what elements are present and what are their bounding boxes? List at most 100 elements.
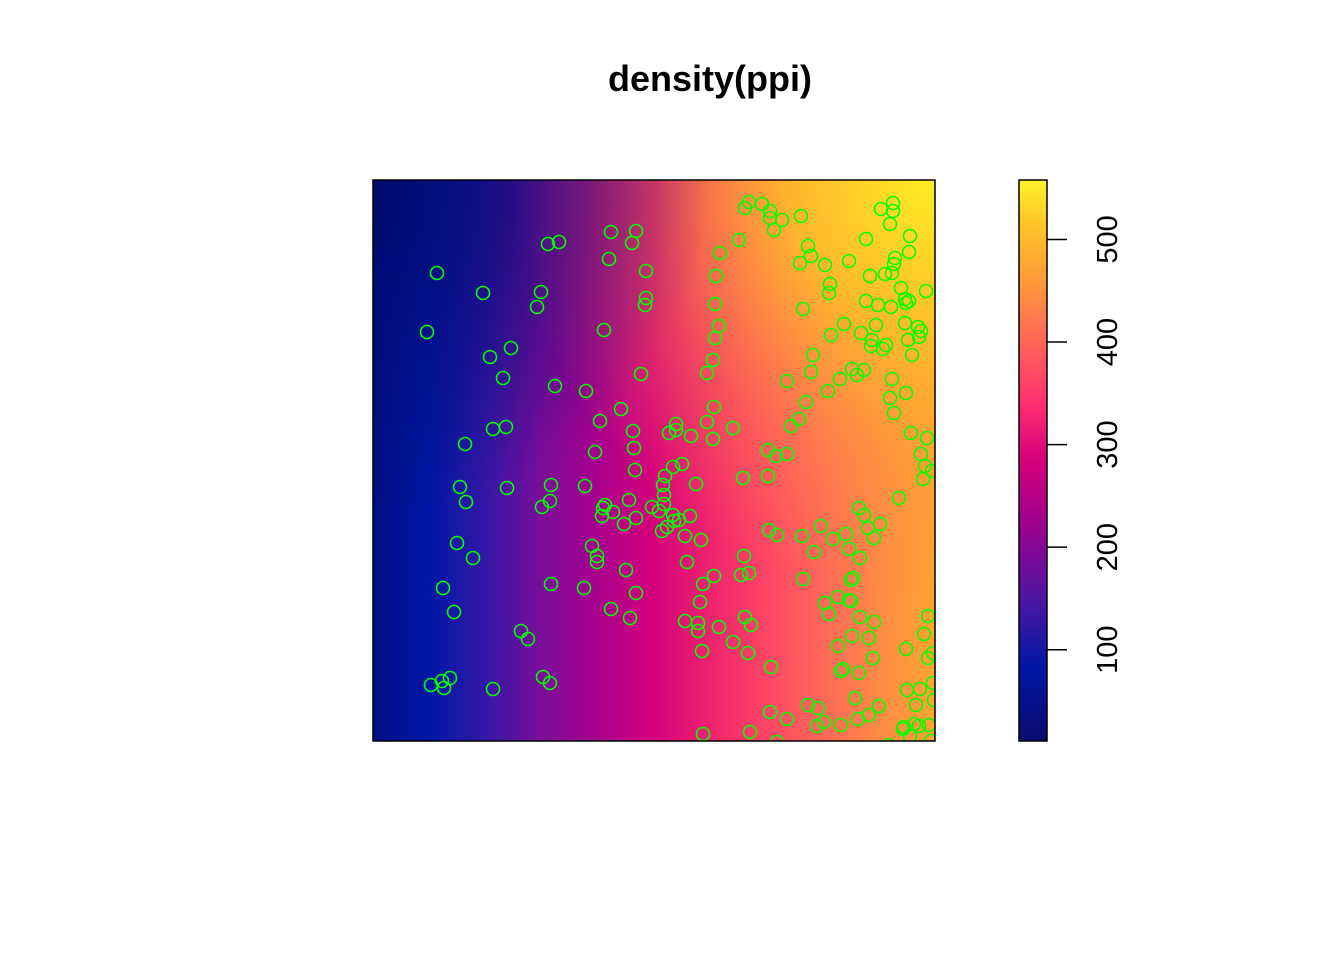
data-point <box>533 284 549 300</box>
data-point <box>622 610 638 626</box>
data-point <box>603 601 619 617</box>
data-point <box>883 299 899 315</box>
data-point <box>485 681 501 697</box>
data-point <box>862 268 878 284</box>
data-point <box>761 522 777 538</box>
data-point <box>803 364 819 380</box>
data-point <box>800 697 816 713</box>
data-point <box>813 518 829 534</box>
data-point <box>809 718 825 734</box>
data-point <box>578 383 594 399</box>
data-point <box>540 236 556 252</box>
data-point <box>830 589 846 605</box>
data-point <box>543 477 559 493</box>
data-point <box>793 208 809 224</box>
data-point <box>683 428 699 444</box>
data-point <box>832 371 848 387</box>
data-point <box>847 690 863 706</box>
data-point <box>576 580 592 596</box>
data-point <box>884 265 900 281</box>
data-point <box>618 562 634 578</box>
data-point <box>435 580 451 596</box>
data-point <box>520 631 536 647</box>
data-point <box>668 416 684 432</box>
data-point <box>763 659 779 675</box>
data-point <box>449 535 465 551</box>
data-point <box>628 510 644 526</box>
data-point <box>637 297 653 313</box>
data-point <box>633 366 649 382</box>
data-point <box>830 638 846 654</box>
data-point <box>864 332 880 348</box>
colorbar-tick-label: 200 <box>1092 523 1124 571</box>
data-point <box>794 528 810 544</box>
data-point <box>452 479 468 495</box>
data-point <box>825 531 841 547</box>
data-point <box>654 523 670 539</box>
data-point <box>798 394 814 410</box>
data-point <box>465 550 481 566</box>
data-point <box>821 606 837 622</box>
data-point <box>886 256 902 272</box>
data-point <box>551 234 567 250</box>
data-point <box>800 238 816 254</box>
colorbar: 100 200 300 400 500 <box>1018 179 1124 742</box>
data-point <box>919 430 935 446</box>
data-point <box>841 253 857 269</box>
colorbar-gradient <box>1018 179 1048 742</box>
data-point <box>656 487 672 503</box>
data-point <box>921 717 935 733</box>
data-point <box>844 628 860 644</box>
data-point <box>822 276 838 292</box>
data-point <box>795 301 811 317</box>
data-point <box>853 325 869 341</box>
data-point <box>926 692 935 708</box>
data-point <box>655 477 671 493</box>
data-point <box>924 463 935 479</box>
data-point <box>852 550 868 566</box>
data-point <box>908 697 924 713</box>
data-point <box>885 203 901 219</box>
data-point <box>897 315 913 331</box>
data-point <box>762 704 778 720</box>
data-point <box>779 446 795 462</box>
data-point <box>903 425 919 441</box>
data-point <box>898 385 914 401</box>
data-point <box>694 643 710 659</box>
data-point <box>900 332 916 348</box>
data-point <box>725 634 741 650</box>
heatmap-surface <box>373 180 935 741</box>
data-point <box>878 337 894 353</box>
data-point <box>475 285 491 301</box>
data-point <box>769 734 785 741</box>
data-point <box>833 663 849 679</box>
data-point <box>852 609 868 625</box>
data-point <box>740 645 756 661</box>
data-point <box>911 329 927 345</box>
data-point <box>838 526 854 542</box>
data-point <box>737 609 753 625</box>
data-point <box>913 323 929 339</box>
data-point <box>871 698 887 714</box>
data-point <box>498 419 514 435</box>
data-point <box>863 338 879 354</box>
data-point <box>806 544 822 560</box>
data-point <box>692 594 708 610</box>
data-point <box>805 347 821 363</box>
data-point <box>499 480 515 496</box>
data-point <box>616 516 632 532</box>
data-point <box>916 626 932 642</box>
data-point <box>503 340 519 356</box>
data-point <box>482 349 498 365</box>
data-point <box>577 478 593 494</box>
data-point <box>882 390 898 406</box>
data-point <box>595 500 611 516</box>
data-point <box>887 250 903 266</box>
data-point <box>866 614 882 630</box>
data-point <box>833 717 849 733</box>
data-point <box>886 405 902 421</box>
chart-title: density(ppi) <box>608 58 812 99</box>
data-point <box>458 494 474 510</box>
data-point <box>741 565 757 581</box>
data-point <box>877 266 893 282</box>
